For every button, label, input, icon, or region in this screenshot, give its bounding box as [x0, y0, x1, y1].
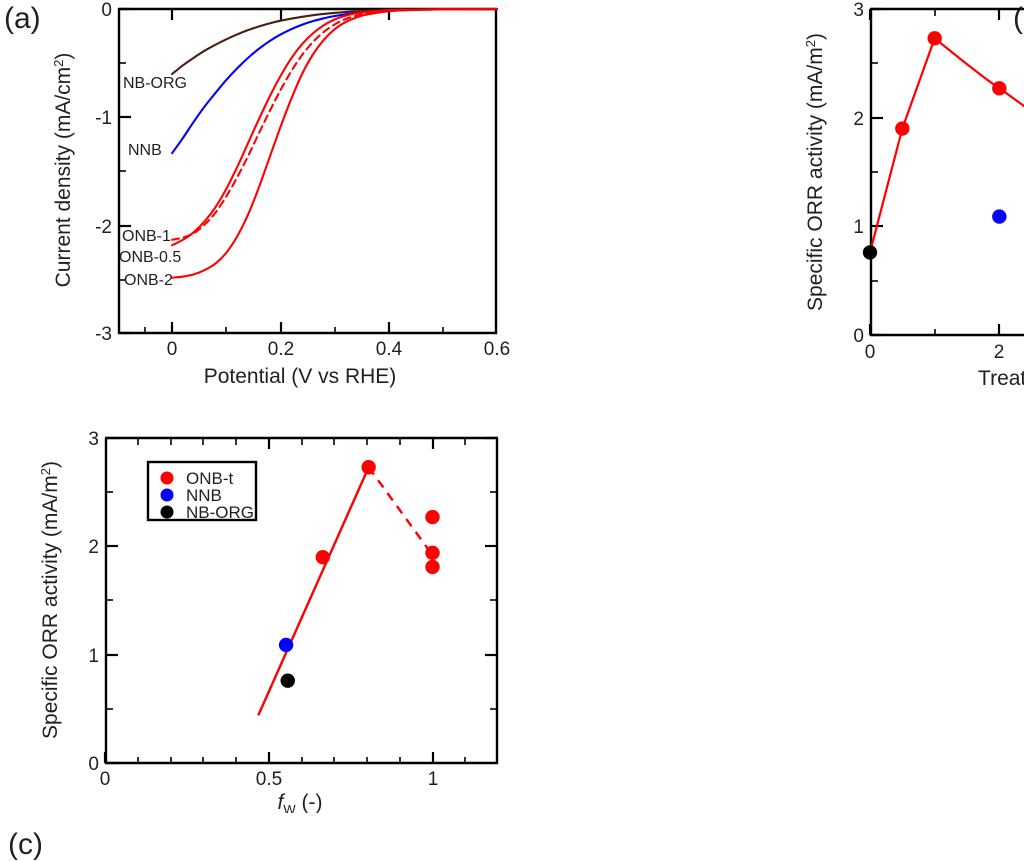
panel-b-letter: (b) [1013, 2, 1024, 35]
panel-c-ytick-1: 1 [88, 646, 99, 667]
data-point-nnb [278, 637, 294, 653]
panel-c-xtick-1: 0.5 [256, 769, 282, 790]
panel-a-x-ticks [144, 9, 444, 333]
panel-c-legend: ONB-t NNB NB-ORG [146, 460, 258, 522]
legend-marker-nb-org [160, 505, 174, 519]
panel-a-xtick-0: 0 [167, 339, 178, 360]
panel-c-ytick-3: 3 [88, 429, 99, 450]
panel-c-data-series [257, 460, 440, 716]
data-point-nnb [992, 209, 1007, 224]
legend-marker-nnb [160, 488, 174, 502]
panel-a-xtick-2: 0.4 [376, 339, 403, 360]
legend-marker-onb-t [160, 471, 174, 485]
panel-b: (b) [500, 0, 1024, 400]
panel-a-xtick-3: 0.6 [484, 339, 510, 360]
panel-b-data-series [862, 31, 1024, 260]
panel-c-y-ticks [106, 436, 497, 765]
panel-c-x-axis-title: fW (-) [278, 791, 323, 813]
data-point-onb-t [315, 549, 330, 565]
data-point-onb-t [895, 121, 910, 136]
panel-a: (a) [0, 0, 512, 400]
curve-label-nb-org: NB-ORG [123, 75, 187, 92]
panel-a-y-ticks [119, 7, 131, 335]
panel-a-ytick-3: -3 [95, 324, 112, 345]
panel-c-xtick-0: 0 [100, 769, 111, 790]
panel-a-xtick-1: 0.2 [268, 339, 294, 360]
panel-c: (c) [0, 400, 560, 860]
panel-a-chart: 0 0.2 0.4 0.6 0 -1 -2 -3 Potential (V vs… [51, 0, 510, 388]
panel-b-x-ticks [868, 9, 1001, 335]
legend-label-nnb: NNB [186, 486, 222, 505]
panel-b-y-axis-title: Specific ORR activity (mA/m2) [803, 33, 827, 311]
panel-b-axes [869, 7, 1024, 337]
panel-b-x-axis-title: Treatment time (h) [978, 367, 1024, 390]
panel-b-chart: 0 2 4 6 0 1 2 3 Treatment time (h) Speci… [803, 0, 1024, 390]
data-point-onb-t [927, 31, 942, 46]
data-point-onb-t [425, 559, 440, 575]
curve-onb-2 [171, 8, 499, 279]
panel-a-y-axis-title: Current density (mA/cm2) [51, 53, 75, 288]
panel-a-ytick-1: -1 [95, 108, 112, 129]
panel-a-ytick-0: 0 [101, 0, 112, 21]
panel-c-letter: (c) [8, 828, 43, 861]
panel-b-ytick-1: 1 [853, 217, 864, 238]
data-point-onb-t [425, 509, 440, 525]
data-point-nb-org [280, 673, 295, 688]
data-point-onb-t [992, 81, 1007, 96]
panel-c-trend-line-solid [257, 466, 370, 716]
panel-c-chart: 0 0.5 1 0 1 2 3 fW (-) Specific ORR acti… [38, 429, 499, 813]
legend-label-nb-org: NB-ORG [186, 503, 254, 522]
panel-b-ytick-3: 3 [853, 0, 864, 21]
panel-a-x-axis-title: Potential (V vs RHE) [204, 365, 397, 388]
data-point-nb-org [862, 245, 878, 260]
panel-b-xtick-1: 2 [994, 342, 1005, 363]
panel-c-ytick-0: 0 [88, 754, 99, 775]
panel-b-trend-line [868, 36, 1024, 253]
panel-c-trend-line-dashed [367, 466, 432, 554]
panel-a-letter: (a) [4, 2, 41, 35]
panel-b-y-ticks [871, 7, 883, 337]
panel-c-xtick-2: 1 [428, 769, 439, 790]
curve-label-nnb: NNB [128, 142, 162, 159]
panel-c-x-ticks [103, 438, 466, 763]
curve-label-onb-2: ONB-2 [124, 272, 173, 289]
curve-label-onb-05: ONB-0.5 [119, 249, 181, 266]
panel-c-y-axis-title: Specific ORR activity (mA/m2) [38, 461, 62, 739]
panel-b-xtick-0: 0 [865, 342, 876, 363]
panel-a-curves [171, 8, 499, 279]
panel-b-ytick-2: 2 [853, 109, 864, 130]
curve-label-onb-1: ONB-1 [122, 228, 171, 245]
data-point-onb-t [361, 460, 376, 475]
panel-a-ytick-2: -2 [95, 217, 112, 238]
data-point-onb-t [425, 545, 440, 561]
legend-label-onb-t: ONB-t [186, 469, 234, 488]
panel-c-ytick-2: 2 [88, 537, 99, 558]
panel-b-ytick-0: 0 [853, 326, 864, 347]
